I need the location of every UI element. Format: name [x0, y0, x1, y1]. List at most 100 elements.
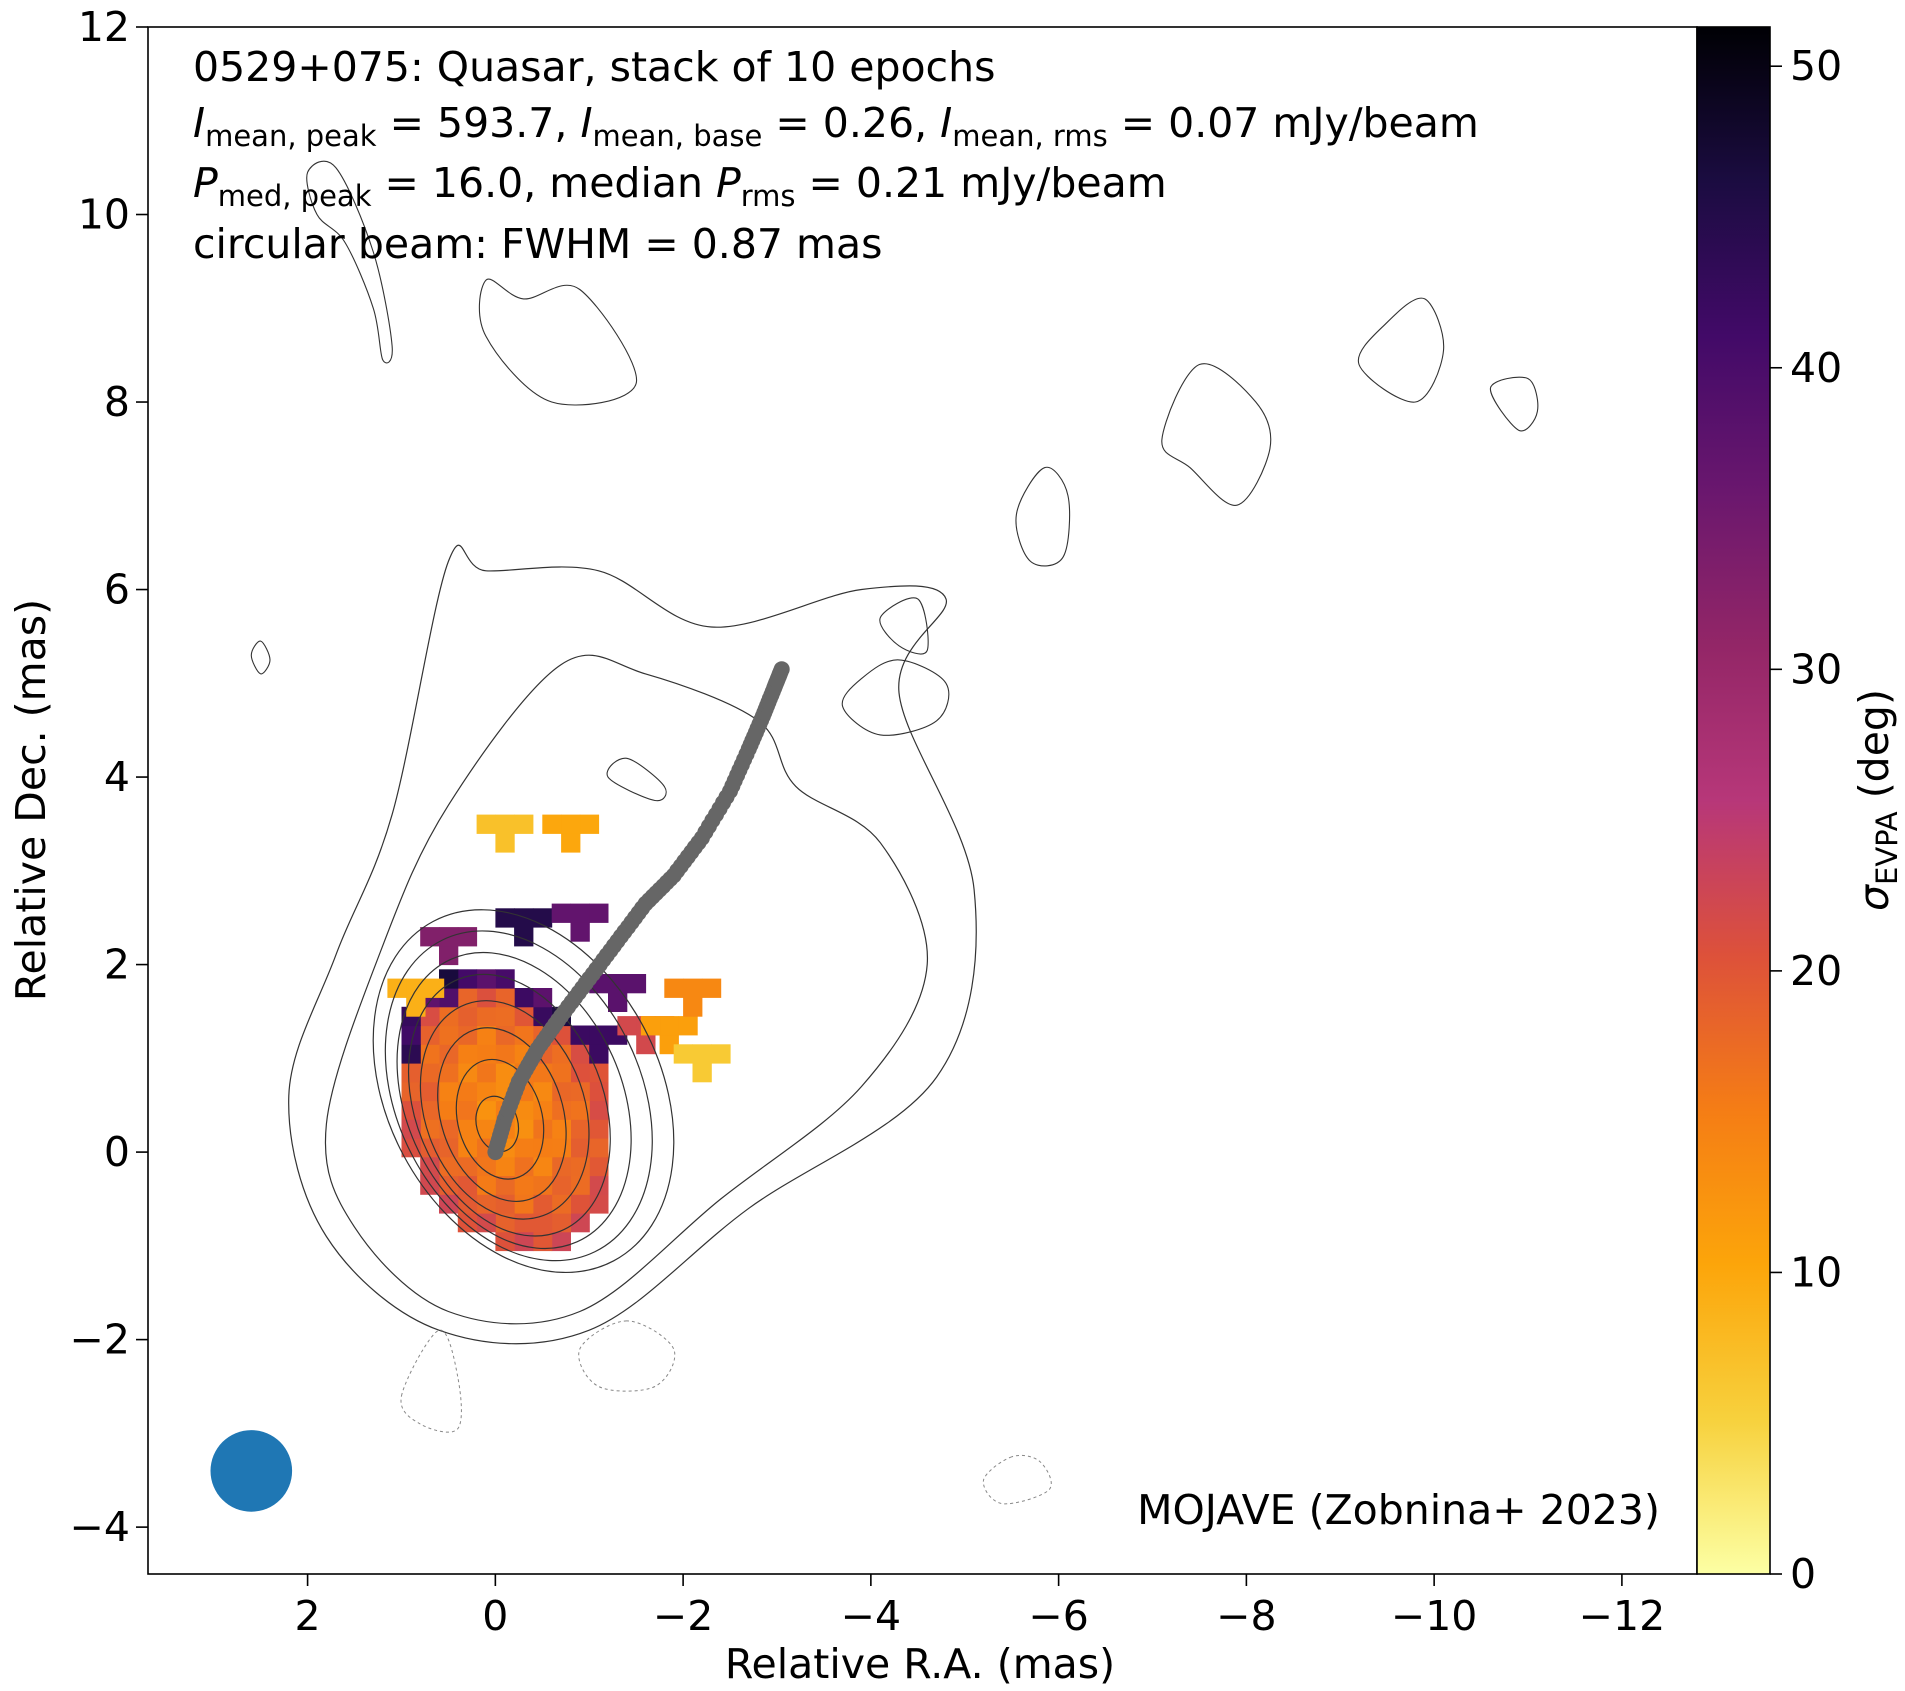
- pol-pixel: [514, 1025, 534, 1045]
- pol-pixel: [514, 1156, 534, 1177]
- pol-pixel: [551, 1175, 571, 1195]
- pol-pixel: [608, 992, 628, 1012]
- pol-pixel: [387, 978, 407, 998]
- contour-island: [250, 640, 271, 675]
- pol-pixel: [551, 1044, 571, 1064]
- pol-pixel: [673, 1044, 693, 1064]
- pol-pixel: [617, 1016, 637, 1036]
- pol-pixel: [532, 1138, 553, 1158]
- contour-line: [437, 1027, 567, 1203]
- pol-pixel: [420, 927, 440, 947]
- pol-pixel: [514, 1175, 534, 1195]
- pol-pixel: [570, 903, 590, 923]
- pol-pixel: [608, 974, 628, 994]
- pol-pixel: [420, 1156, 440, 1177]
- pol-pixel: [532, 1119, 553, 1139]
- contour-island: [1357, 297, 1445, 403]
- pol-pixel: [514, 988, 534, 1008]
- contour-line: [288, 544, 977, 1345]
- pol-pixel: [711, 1044, 731, 1064]
- pol-pixel: [495, 988, 515, 1008]
- pol-pixel: [514, 1006, 534, 1027]
- pol-pixel: [659, 1016, 679, 1036]
- pol-pixel: [570, 1175, 590, 1195]
- x-axis-ticks: 2 0 −2 −4 −6 −8 −10 −12: [295, 1574, 1666, 1640]
- y-tick-label: −4: [70, 1503, 130, 1551]
- pol-pixel: [551, 1081, 571, 1102]
- pol-pixel: [589, 1063, 609, 1083]
- pol-pixel: [514, 814, 534, 834]
- pol-pixel: [692, 1063, 712, 1083]
- pol-pixel: [532, 988, 553, 1008]
- y-tick-label: 8: [104, 378, 130, 426]
- pol-pixel: [514, 1100, 534, 1120]
- pol-pixel: [514, 927, 534, 947]
- colorbar-tick-label: 30: [1790, 645, 1842, 693]
- pol-pixel: [420, 1044, 440, 1064]
- pol-pixel: [401, 1063, 421, 1083]
- y-tick-label: 6: [104, 566, 130, 614]
- pol-pixel: [514, 908, 534, 928]
- pol-pixel: [401, 1081, 421, 1102]
- pol-pixel: [401, 1044, 421, 1064]
- pol-pixel: [457, 1138, 478, 1158]
- y-axis-label: Relative Dec. (mas): [7, 599, 55, 1001]
- pol-pixel: [683, 978, 703, 998]
- pol-pixel: [589, 1194, 609, 1214]
- core-contour-layer: [372, 909, 675, 1274]
- y-tick-label: 0: [104, 1128, 130, 1176]
- pol-pixel: [589, 1156, 609, 1177]
- pol-pixel: [570, 922, 590, 942]
- contour-line: [407, 973, 611, 1237]
- pol-pixel: [570, 1044, 590, 1064]
- pol-pixel: [476, 1100, 496, 1120]
- pol-pixel: [570, 1119, 590, 1139]
- pol-pixel: [532, 1194, 553, 1214]
- pol-pixel: [551, 1156, 571, 1177]
- pol-pixel: [551, 1119, 571, 1139]
- pol-pixel: [420, 1100, 440, 1120]
- contour-line: [372, 909, 675, 1274]
- pol-pixel: [589, 1100, 609, 1120]
- pol-pixel: [514, 1194, 534, 1214]
- colorbar-tick-label: 0: [1790, 1550, 1816, 1598]
- contour-island: [478, 278, 637, 406]
- pol-pixel: [542, 814, 562, 834]
- colorbar-label: σEVPA (deg): [1850, 689, 1904, 911]
- pol-pixel: [514, 1231, 534, 1252]
- x-tick-label: −8: [1216, 1592, 1276, 1640]
- pol-pixel: [457, 969, 478, 989]
- pol-pixel: [678, 1016, 698, 1036]
- y-tick-label: −2: [70, 1316, 130, 1364]
- pol-pixel: [495, 1156, 515, 1177]
- pol-pixel: [495, 1194, 515, 1214]
- x-tick-label: −2: [653, 1592, 713, 1640]
- pol-pixel: [457, 1025, 478, 1045]
- pol-pixel: [457, 1081, 478, 1102]
- pol-pixel: [457, 1063, 478, 1083]
- x-tick-label: −10: [1391, 1592, 1478, 1640]
- pol-pixel: [401, 1025, 421, 1045]
- colorbar-tick-label: 40: [1790, 344, 1842, 392]
- contour-line: [324, 654, 928, 1325]
- pol-pixel: [570, 1213, 590, 1233]
- pol-pixel: [439, 1044, 459, 1064]
- jet-ridgeline: [487, 661, 790, 1161]
- y-tick-label: 2: [104, 941, 130, 989]
- pol-pixel: [476, 969, 496, 989]
- x-tick-label: −12: [1579, 1592, 1666, 1640]
- y-tick-label: 4: [104, 753, 130, 801]
- pol-pixel: [476, 1156, 496, 1177]
- pol-pixel: [476, 814, 496, 834]
- pol-pixel: [589, 1025, 609, 1045]
- colorbar-tick-label: 50: [1790, 42, 1842, 90]
- ridgeline-point: [773, 661, 790, 678]
- pol-pixel: [495, 1006, 515, 1027]
- pol-pixel: [439, 1138, 459, 1158]
- pol-pixel: [476, 1044, 496, 1064]
- pol-pixel: [570, 1194, 590, 1214]
- pol-pixel: [532, 1156, 553, 1177]
- pol-pixel: [589, 903, 609, 923]
- pol-pixel: [439, 1063, 459, 1083]
